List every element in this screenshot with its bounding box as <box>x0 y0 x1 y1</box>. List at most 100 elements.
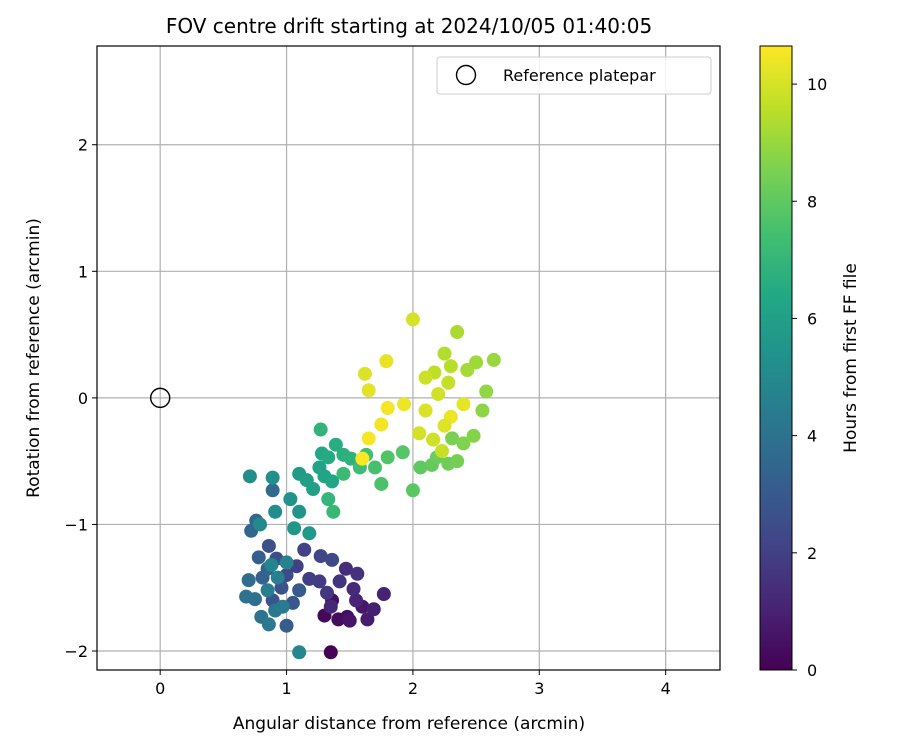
data-point-45 <box>270 570 285 585</box>
colorbar-gradient <box>759 45 793 671</box>
data-point-71 <box>336 466 351 481</box>
data-point-87 <box>475 403 490 418</box>
data-points <box>239 312 501 660</box>
data-point-10 <box>349 593 364 608</box>
y-axis-label: Rotation from reference (arcmin) <box>24 218 44 498</box>
x-tick-label-4: 4 <box>661 679 671 698</box>
legend-reference-marker <box>455 64 477 86</box>
data-point-53 <box>283 492 298 507</box>
data-point-96 <box>441 375 456 390</box>
data-point-85 <box>456 436 471 451</box>
data-point-13 <box>338 561 353 576</box>
data-point-84 <box>445 431 460 446</box>
x-tick-label-0: 0 <box>155 679 165 698</box>
data-point-75 <box>374 476 389 491</box>
plot-frame <box>96 45 721 671</box>
data-point-93 <box>437 346 452 361</box>
colorbar-tick-label-1: 2 <box>807 544 817 563</box>
data-point-114 <box>434 444 449 459</box>
data-point-86 <box>466 428 481 443</box>
data-point-49 <box>253 517 268 532</box>
data-point-79 <box>413 460 428 475</box>
data-point-76 <box>380 450 395 465</box>
data-point-25 <box>261 538 276 553</box>
colorbar-tick-label-2: 4 <box>807 427 817 446</box>
data-point-68 <box>313 422 328 437</box>
colorbar-ticks: 0 2 4 6 8 10 <box>792 75 827 680</box>
y-tick-label-1: −1 <box>64 515 88 534</box>
colorbar-tick-label-4: 8 <box>807 192 817 211</box>
data-point-103 <box>397 397 412 412</box>
data-point-46 <box>279 555 294 570</box>
data-point-92 <box>450 325 465 340</box>
data-point-11 <box>323 599 338 614</box>
data-point-30 <box>279 618 294 633</box>
grid-lines <box>97 46 720 670</box>
data-point-8 <box>366 602 381 617</box>
data-point-78 <box>405 483 420 498</box>
y-tick-label-4: 2 <box>78 136 88 155</box>
y-tick-label-0: −2 <box>64 642 88 661</box>
data-point-7 <box>360 612 375 627</box>
data-point-29 <box>292 583 307 598</box>
data-point-65 <box>328 437 343 452</box>
colorbar-label: Hours from first FF file <box>841 263 861 453</box>
data-point-14 <box>350 566 365 581</box>
data-point-64 <box>321 450 336 465</box>
data-point-12 <box>346 581 361 596</box>
legend: Reference platepar <box>436 56 712 95</box>
legend-label-reference: Reference platepar <box>503 66 656 85</box>
data-point-109 <box>456 397 471 412</box>
data-point-74 <box>368 460 383 475</box>
data-point-52 <box>265 470 280 485</box>
data-point-62 <box>325 474 340 489</box>
y-tick-label-2: 0 <box>78 389 88 408</box>
data-point-54 <box>292 504 307 519</box>
colorbar-tick-label-0: 0 <box>807 661 817 680</box>
data-point-22 <box>325 552 340 567</box>
data-point-94 <box>443 359 458 374</box>
data-point-5 <box>342 613 357 628</box>
data-point-111 <box>418 403 433 418</box>
data-point-113 <box>426 432 441 447</box>
y-tick-label-3: 1 <box>78 262 88 281</box>
x-tick-label-2: 2 <box>408 679 418 698</box>
colorbar-tick-label-3: 6 <box>807 309 817 328</box>
x-axis-ticks: 0 1 2 3 4 <box>155 670 671 698</box>
reference-marker <box>149 387 171 409</box>
data-point-39 <box>239 589 254 604</box>
data-point-99 <box>405 312 420 327</box>
data-point-37 <box>241 573 256 588</box>
data-point-55 <box>287 521 302 536</box>
data-point-16 <box>319 585 334 600</box>
data-point-56 <box>302 526 317 541</box>
data-point-102 <box>379 354 394 369</box>
data-point-20 <box>297 542 312 557</box>
data-point-51 <box>242 469 257 484</box>
data-point-69 <box>321 492 336 507</box>
data-point-31 <box>251 550 266 565</box>
x-tick-label-1: 1 <box>281 679 291 698</box>
data-point-48 <box>292 645 307 660</box>
data-point-88 <box>479 384 494 399</box>
data-point-70 <box>326 504 341 519</box>
data-point-98 <box>431 387 446 402</box>
data-point-0 <box>323 645 338 660</box>
data-point-9 <box>376 587 391 602</box>
colorbar-tick-label-5: 10 <box>807 75 827 94</box>
chart-title: FOV centre drift starting at 2024/10/05 … <box>166 14 652 38</box>
data-point-107 <box>361 431 376 446</box>
data-point-101 <box>361 383 376 398</box>
data-point-91 <box>460 363 475 378</box>
legend-box <box>436 56 712 95</box>
data-point-47 <box>264 557 279 572</box>
x-axis-label: Angular distance from reference (arcmin) <box>233 714 585 734</box>
colorbar: 0 2 4 6 8 10 Hours from first FF file <box>759 45 861 680</box>
y-axis-ticks: −2 −1 0 1 2 <box>64 136 97 661</box>
data-point-44 <box>260 583 275 598</box>
data-point-112 <box>412 426 427 441</box>
data-point-89 <box>486 352 501 367</box>
data-point-36 <box>265 483 280 498</box>
data-point-21 <box>313 549 328 564</box>
